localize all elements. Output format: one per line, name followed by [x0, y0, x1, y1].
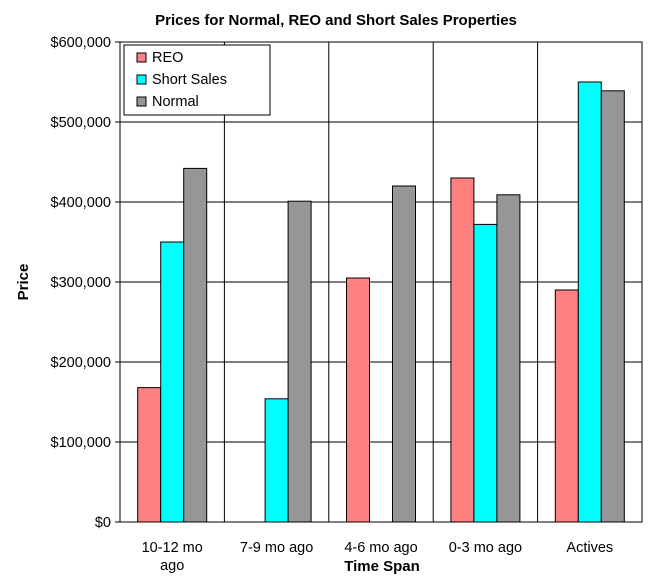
bar-short-sales — [473, 223, 498, 523]
y-axis-label: Price — [15, 264, 32, 301]
bar-short-sales — [577, 81, 602, 523]
category-separators — [223, 42, 539, 522]
y-tick-label: $200,000 — [51, 355, 111, 371]
legend-swatch — [136, 96, 147, 107]
bar-reo — [137, 387, 162, 523]
legend: REO Short Sales Normal — [123, 44, 271, 116]
bar-normal — [392, 185, 416, 523]
y-tick-label: $100,000 — [51, 435, 111, 451]
y-tick-label: $0 — [95, 515, 111, 531]
bar-normal — [496, 194, 521, 523]
y-tick-label: $600,000 — [51, 35, 111, 51]
x-tick-label: 0-3 mo ago — [449, 540, 522, 556]
bar-reo — [346, 277, 370, 523]
legend-label: REO — [152, 50, 183, 66]
bar-short-sales — [160, 241, 185, 523]
legend-swatch — [136, 74, 147, 85]
x-axis-ticks: 10-12 mo ago 7-9 mo ago 4-6 mo ago 0-3 mo ag… — [142, 540, 614, 574]
legend-label: Short Sales — [152, 72, 227, 88]
bar-short-sales — [264, 398, 289, 523]
x-tick-label: ago — [160, 558, 184, 574]
legend-label: Normal — [152, 94, 199, 110]
bar-normal — [600, 90, 625, 523]
legend-swatch — [136, 52, 147, 63]
bar-reo — [450, 177, 475, 523]
x-tick-label: 10-12 mo — [142, 540, 203, 556]
x-tick-label: 7-9 mo ago — [240, 540, 313, 556]
x-tick-label: Actives — [566, 540, 613, 556]
x-tick-label: 4-6 mo ago — [344, 540, 417, 556]
x-axis-label: Time Span — [344, 558, 420, 575]
y-tick-label: $300,000 — [51, 275, 111, 291]
y-axis-ticks: $0 $100,000 $200,000 $300,000 $400,000 $500,0… — [51, 35, 120, 531]
bar-normal — [287, 200, 312, 523]
bars — [137, 81, 625, 523]
y-tick-label: $500,000 — [51, 115, 111, 131]
bar-normal — [183, 167, 208, 523]
chart-title: Prices for Normal, REO and Short Sales P… — [155, 12, 517, 29]
legend-box — [123, 44, 271, 116]
bar-reo — [554, 289, 579, 523]
y-tick-label: $400,000 — [51, 195, 111, 211]
